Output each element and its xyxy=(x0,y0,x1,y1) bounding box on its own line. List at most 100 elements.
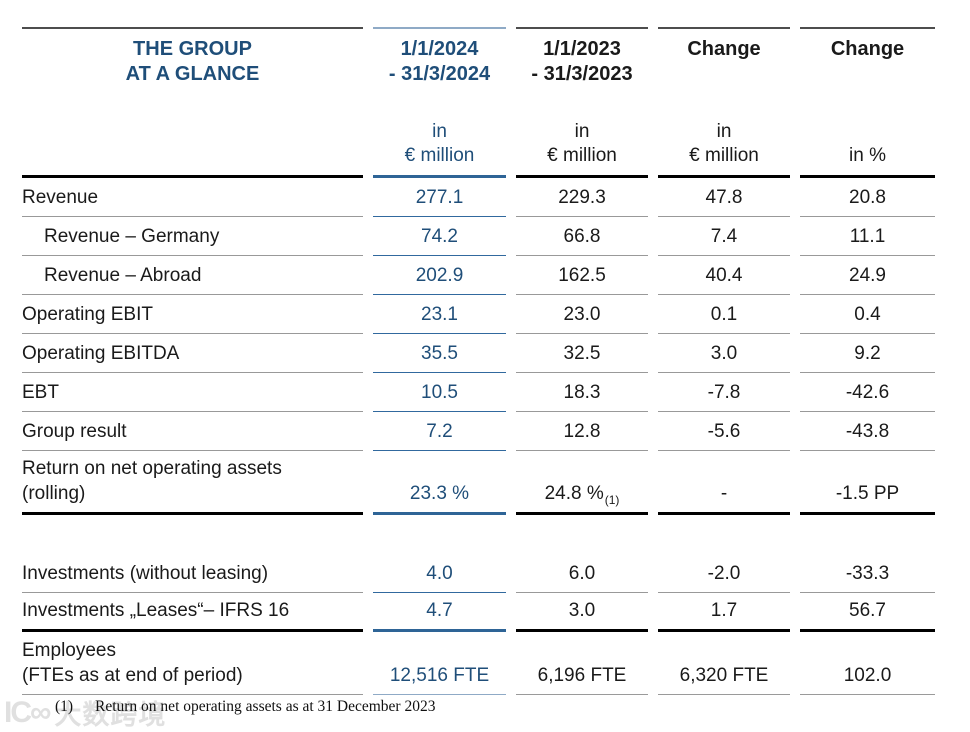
value-2023: 229.3 xyxy=(516,178,648,217)
period-2024: 1/1/2024 - 31/3/2024 xyxy=(373,37,506,87)
footnote-ref: (1) xyxy=(604,493,620,507)
row-label: Return on net operating assets (rolling) xyxy=(22,451,363,515)
period-2023-line2: - 31/3/2023 xyxy=(531,63,633,85)
units-change-pct: in % xyxy=(800,120,935,168)
row-label: Employees (FTEs as at end of period) xyxy=(22,632,363,695)
row-label: Group result xyxy=(22,412,363,451)
value-2023: 32.5 xyxy=(516,334,648,373)
column-header-2024: 1/1/2024 - 31/3/2024 in € million xyxy=(373,27,506,178)
value-change-abs: 0.1 xyxy=(658,295,790,334)
column-header-change-pct: Change in % xyxy=(800,27,935,178)
units-2023-line1: in xyxy=(574,121,590,142)
value-2023: 23.0 xyxy=(516,295,648,334)
value-change-pct: 9.2 xyxy=(800,334,935,373)
table-title-line1: THE GROUP xyxy=(133,38,252,60)
footnote-text: Return on net operating assets as at 31 … xyxy=(95,698,436,715)
value-2024: 23.3 % xyxy=(373,451,506,515)
value-2023: 6.0 xyxy=(516,554,648,593)
value-change-abs: 40.4 xyxy=(658,256,790,295)
table-row-operating-ebitda: Operating EBITDA 35.5 32.5 3.0 9.2 xyxy=(22,334,935,373)
period-2023-line1: 1/1/2023 xyxy=(543,38,621,60)
table-title-line2: AT A GLANCE xyxy=(125,63,260,85)
footnote-marker: (1) xyxy=(55,698,74,715)
units-change-abs: in € million xyxy=(658,120,790,168)
value-change-abs: - xyxy=(658,451,790,515)
table-row-operating-ebit: Operating EBIT 23.1 23.0 0.1 0.4 xyxy=(22,295,935,334)
value-2023: 18.3 xyxy=(516,373,648,412)
value-2024: 277.1 xyxy=(373,178,506,217)
watermark-text: 大数跨境 xyxy=(54,700,167,730)
row-label-line2: (rolling) xyxy=(22,483,86,504)
value-change-pct: 24.9 xyxy=(800,256,935,295)
value-change-abs: -2.0 xyxy=(658,554,790,593)
row-label: Investments „Leases“– IFRS 16 xyxy=(22,593,363,632)
row-label: EBT xyxy=(22,373,363,412)
row-label: Revenue xyxy=(22,178,363,217)
row-label-line1: Return on net operating assets xyxy=(22,458,282,479)
table-row-revenue-abroad: Revenue – Abroad 202.9 162.5 40.4 24.9 xyxy=(22,256,935,295)
units-2023-line2: € million xyxy=(547,145,617,166)
value-2023: 162.5 xyxy=(516,256,648,295)
table-row-investments-leases-ifrs16: Investments „Leases“– IFRS 16 4.7 3.0 1.… xyxy=(22,593,935,632)
units-2024-line2: € million xyxy=(404,145,475,166)
value-change-abs: -5.6 xyxy=(658,412,790,451)
value-2024: 202.9 xyxy=(373,256,506,295)
value-change-pct: -1.5 PP xyxy=(800,451,935,515)
change-abs-label: Change xyxy=(687,38,761,60)
row-label-line1: Employees xyxy=(22,640,116,661)
value-change-pct: -43.8 xyxy=(800,412,935,451)
value-2023: 3.0 xyxy=(516,593,648,632)
column-header-2023: 1/1/2023 - 31/3/2023 in € million xyxy=(516,27,648,178)
value-2023: 24.8 % (1) xyxy=(516,451,648,515)
table-row-return-on-net-operating-assets: Return on net operating assets (rolling)… xyxy=(22,451,935,515)
value-2023-text: 24.8 % xyxy=(544,483,604,504)
value-2024: 7.2 xyxy=(373,412,506,451)
units-2024: in € million xyxy=(373,120,506,168)
period-change-abs: Change xyxy=(658,37,790,62)
value-change-abs: 6,320 FTE xyxy=(658,632,790,695)
value-2024: 74.2 xyxy=(373,217,506,256)
row-label-line2: (FTEs as at end of period) xyxy=(22,665,243,686)
watermark: IC∞ 大数跨境 xyxy=(4,693,166,732)
table-row-revenue-germany: Revenue – Germany 74.2 66.8 7.4 11.1 xyxy=(22,217,935,256)
value-change-abs: -7.8 xyxy=(658,373,790,412)
table-row-investments-without-leasing: Investments (without leasing) 4.0 6.0 -2… xyxy=(22,554,935,593)
value-change-abs: 47.8 xyxy=(658,178,790,217)
table-title: THE GROUP AT A GLANCE xyxy=(22,27,363,178)
units-change-abs-line1: in xyxy=(716,121,732,142)
value-2024: 4.7 xyxy=(373,593,506,632)
units-change-abs-line2: € million xyxy=(689,145,759,166)
period-2023: 1/1/2023 - 31/3/2023 xyxy=(516,37,648,87)
row-label: Investments (without leasing) xyxy=(22,554,363,593)
column-header-change-abs: Change in € million xyxy=(658,27,790,178)
value-change-pct: -42.6 xyxy=(800,373,935,412)
units-2023: in € million xyxy=(516,120,648,168)
value-change-pct: -33.3 xyxy=(800,554,935,593)
value-change-pct: 56.7 xyxy=(800,593,935,632)
value-change-pct: 102.0 xyxy=(800,632,935,695)
row-label: Revenue – Abroad xyxy=(22,256,363,295)
period-change-pct: Change xyxy=(800,37,935,62)
value-2024: 12,516 FTE xyxy=(373,632,506,695)
value-change-pct: 0.4 xyxy=(800,295,935,334)
table-row-group-result: Group result 7.2 12.8 -5.6 -43.8 xyxy=(22,412,935,451)
value-2023: 66.8 xyxy=(516,217,648,256)
value-2024: 23.1 xyxy=(373,295,506,334)
table-row-ebt: EBT 10.5 18.3 -7.8 -42.6 xyxy=(22,373,935,412)
units-2024-line1: in xyxy=(432,121,447,142)
value-change-abs: 3.0 xyxy=(658,334,790,373)
period-2024-line1: 1/1/2024 xyxy=(400,38,479,60)
row-label: Operating EBITDA xyxy=(22,334,363,373)
watermark-logo-icon: IC∞ xyxy=(4,695,51,729)
value-2024: 4.0 xyxy=(373,554,506,593)
row-label: Operating EBIT xyxy=(22,295,363,334)
value-2024: 10.5 xyxy=(373,373,506,412)
change-pct-label: Change xyxy=(830,38,905,60)
table-row-employees: Employees (FTEs as at end of period) 12,… xyxy=(22,632,935,695)
value-change-abs: 7.4 xyxy=(658,217,790,256)
value-change-pct: 11.1 xyxy=(800,217,935,256)
value-2024: 35.5 xyxy=(373,334,506,373)
table-row-revenue: Revenue 277.1 229.3 47.8 20.8 xyxy=(22,178,935,217)
value-2023: 12.8 xyxy=(516,412,648,451)
